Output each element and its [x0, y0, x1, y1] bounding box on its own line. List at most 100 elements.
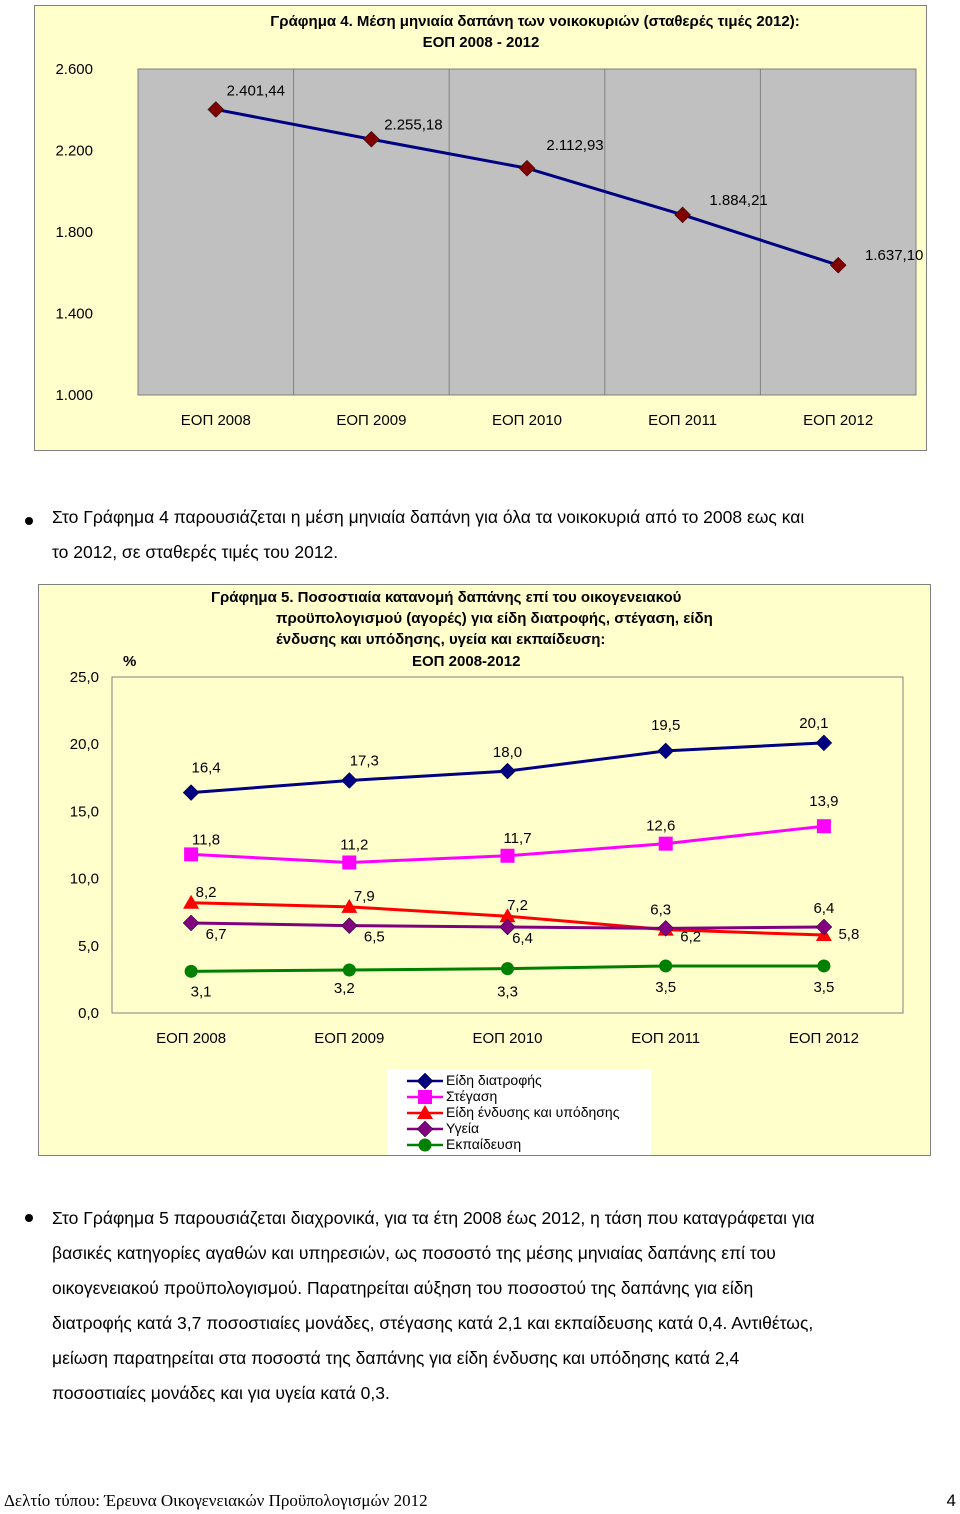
data-label: 12,6 [646, 818, 675, 835]
legend-item: Είδη ένδυσης και υπόδησης [387, 1104, 657, 1121]
legend-swatch-marker [417, 1105, 433, 1119]
data-label: 11,7 [503, 830, 531, 847]
paragraph-2-line-4: διατροφής κατά 3,7 ποσοστιαίες μονάδες, … [52, 1313, 814, 1333]
x-tick-label: ΕΟΠ 2010 [472, 1030, 542, 1047]
data-label: 3,5 [813, 979, 834, 996]
legend-item: Είδη διατροφής [387, 1072, 657, 1090]
data-point [829, 256, 847, 274]
data-label: 3,2 [334, 980, 355, 997]
data-label: 3,1 [191, 983, 212, 1000]
y-tick-label: 1.400 [55, 306, 93, 323]
chart-4-plot-area [137, 68, 917, 396]
legend-label: Είδη διατροφής [446, 1072, 542, 1088]
y-tick-label: 1.000 [55, 387, 93, 404]
data-label: 5,8 [838, 926, 859, 943]
data-label: 1.637,10 [865, 247, 923, 264]
legend-swatch [407, 1120, 443, 1138]
legend-label: Υγεία [446, 1120, 480, 1136]
data-point [499, 908, 516, 923]
legend-item: Εκπαίδευση [387, 1136, 657, 1153]
legend-item: Στέγαση [387, 1088, 657, 1105]
data-label: 6,4 [813, 900, 834, 917]
paragraph-1: Στο Γράφημα 4 παρουσιάζεται η μέση μηνια… [52, 500, 956, 570]
chart-5-title-line-4: ΕΟΠ 2008-2012 [412, 653, 520, 670]
data-point [182, 914, 200, 932]
y-tick-label: 15,0 [70, 803, 99, 820]
data-label: 13,9 [809, 793, 838, 810]
data-point [657, 742, 675, 760]
chart-4: Γράφημα 4. Μέση μηνιαία δαπάνη των νοικο… [34, 5, 927, 451]
data-point [342, 963, 356, 977]
x-tick-label: ΕΟΠ 2008 [156, 1030, 226, 1047]
x-tick-label: ΕΟΠ 2011 [631, 1030, 700, 1047]
data-label: 11,8 [192, 831, 220, 848]
legend-item: Υγεία [387, 1120, 657, 1138]
data-label: 2.401,44 [227, 82, 285, 99]
x-tick-label: ΕΟΠ 2012 [789, 1030, 859, 1047]
data-label: 3,3 [497, 984, 518, 1001]
chart-5-legend: Είδη διατροφής Στέγαση Είδη ένδυσης και υπ… [387, 1069, 651, 1155]
data-point [184, 847, 199, 862]
paragraph-2-line-1: Στο Γράφημα 5 παρουσιάζεται διαχρονικά, … [52, 1208, 815, 1228]
chart-4-svg: Γράφημα 4. Μέση μηνιαία δαπάνη των νοικο… [55, 13, 923, 429]
data-label: 6,7 [206, 926, 227, 943]
bullet [25, 1214, 33, 1222]
chart-4-title: Γράφημα 4. Μέση μηνιαία δαπάνη των νοικο… [270, 13, 799, 30]
data-label: 1.884,21 [709, 192, 767, 209]
data-point [815, 734, 833, 752]
y-tick-label: 0,0 [78, 1005, 99, 1022]
data-point [817, 959, 831, 973]
x-tick-label: ΕΟΠ 2009 [336, 412, 406, 429]
paragraph-2-line-2: βασικές κατηγορίες αγαθών και υπηρεσιών,… [52, 1243, 776, 1263]
data-point [674, 206, 691, 224]
y-tick-label: 5,0 [78, 938, 99, 955]
legend-swatch-marker [416, 1120, 434, 1138]
y-tick-label: 20,0 [70, 736, 99, 753]
data-point [207, 101, 225, 118]
data-label: 2.255,18 [384, 116, 442, 133]
y-tick-label: 2.600 [55, 61, 93, 78]
legend-swatch [407, 1072, 443, 1090]
x-tick-label: ΕΟΠ 2010 [492, 412, 562, 429]
data-label: 16,4 [191, 760, 220, 777]
paragraph-2: Στο Γράφημα 5 παρουσιάζεται διαχρονικά, … [52, 1201, 956, 1411]
data-point [340, 917, 358, 934]
x-tick-label: ΕΟΠ 2009 [314, 1030, 384, 1047]
y-tick-label: 1.800 [55, 224, 93, 241]
legend-swatch [407, 1105, 443, 1119]
data-label: 6,3 [650, 901, 671, 918]
data-label: 8,2 [196, 884, 217, 901]
data-point [340, 772, 358, 789]
footer: Δελτίο τύπου: Έρευνα Οικογενειακών Προϋπ… [4, 1491, 958, 1511]
legend-swatch-marker [418, 1138, 432, 1152]
page-number: 4 [946, 1491, 956, 1510]
data-label: 6,2 [680, 929, 701, 946]
data-point [816, 819, 831, 834]
x-tick-label: ΕΟΠ 2008 [181, 412, 251, 429]
data-point [657, 919, 675, 937]
paragraph-2-line-3: οικογενειακού προϋπολογισμού. Παρατηρείτ… [52, 1278, 754, 1298]
x-tick-label: ΕΟΠ 2011 [648, 412, 717, 429]
y-tick-label: 10,0 [70, 871, 99, 888]
paragraph-1-line-2: το 2012, σε σταθερές τιμές του 2012. [52, 542, 339, 562]
data-label: 19,5 [651, 717, 680, 734]
chart-4-subtitle: ΕΟΠ 2008 - 2012 [423, 34, 540, 51]
chart-5: Γράφημα 5. Ποσοστιαία κατανομή δαπάνης ε… [38, 584, 931, 1156]
chart-5-ylabel: % [123, 653, 136, 670]
data-label: 17,3 [350, 752, 379, 769]
legend-swatch [407, 1138, 443, 1152]
data-label: 2.112,93 [546, 137, 603, 154]
data-point [341, 898, 358, 913]
chart-5-title-line-3: ένδυσης και υπόδησης, υγεία και εκπαίδευ… [276, 631, 605, 648]
chart-5-svg: Γράφημα 5. Ποσοστιαία κατανομή δαπάνης ε… [70, 589, 904, 1047]
data-point [499, 762, 516, 780]
legend-swatch-marker [416, 1072, 434, 1090]
data-label: 3,5 [655, 979, 676, 996]
data-point [658, 836, 673, 851]
data-point [184, 964, 198, 978]
y-tick-label: 2.200 [55, 143, 93, 160]
paragraph-2-line-6: ποσοστιαίες μονάδες και για υγεία κατά 0… [52, 1383, 390, 1403]
data-point [501, 962, 514, 976]
data-label: 7,9 [354, 888, 375, 905]
chart-5-title-line-2: προϋπολογισμού (αγορές) για είδη διατροφ… [276, 610, 713, 627]
